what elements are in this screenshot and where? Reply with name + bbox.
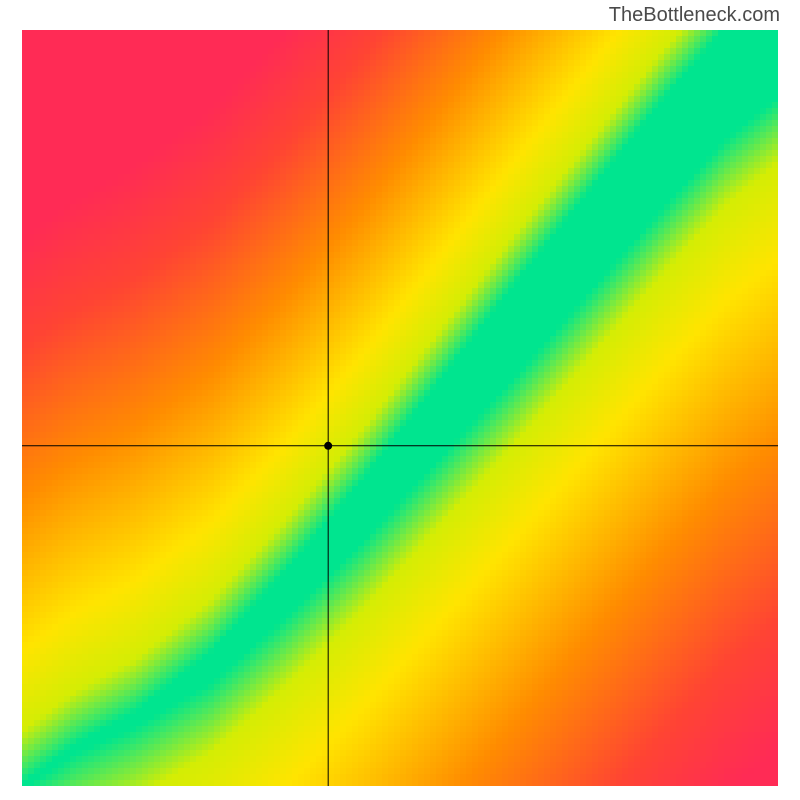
heatmap-canvas — [22, 30, 778, 786]
watermark-text: TheBottleneck.com — [609, 4, 780, 27]
bottleneck-heatmap — [22, 30, 778, 786]
